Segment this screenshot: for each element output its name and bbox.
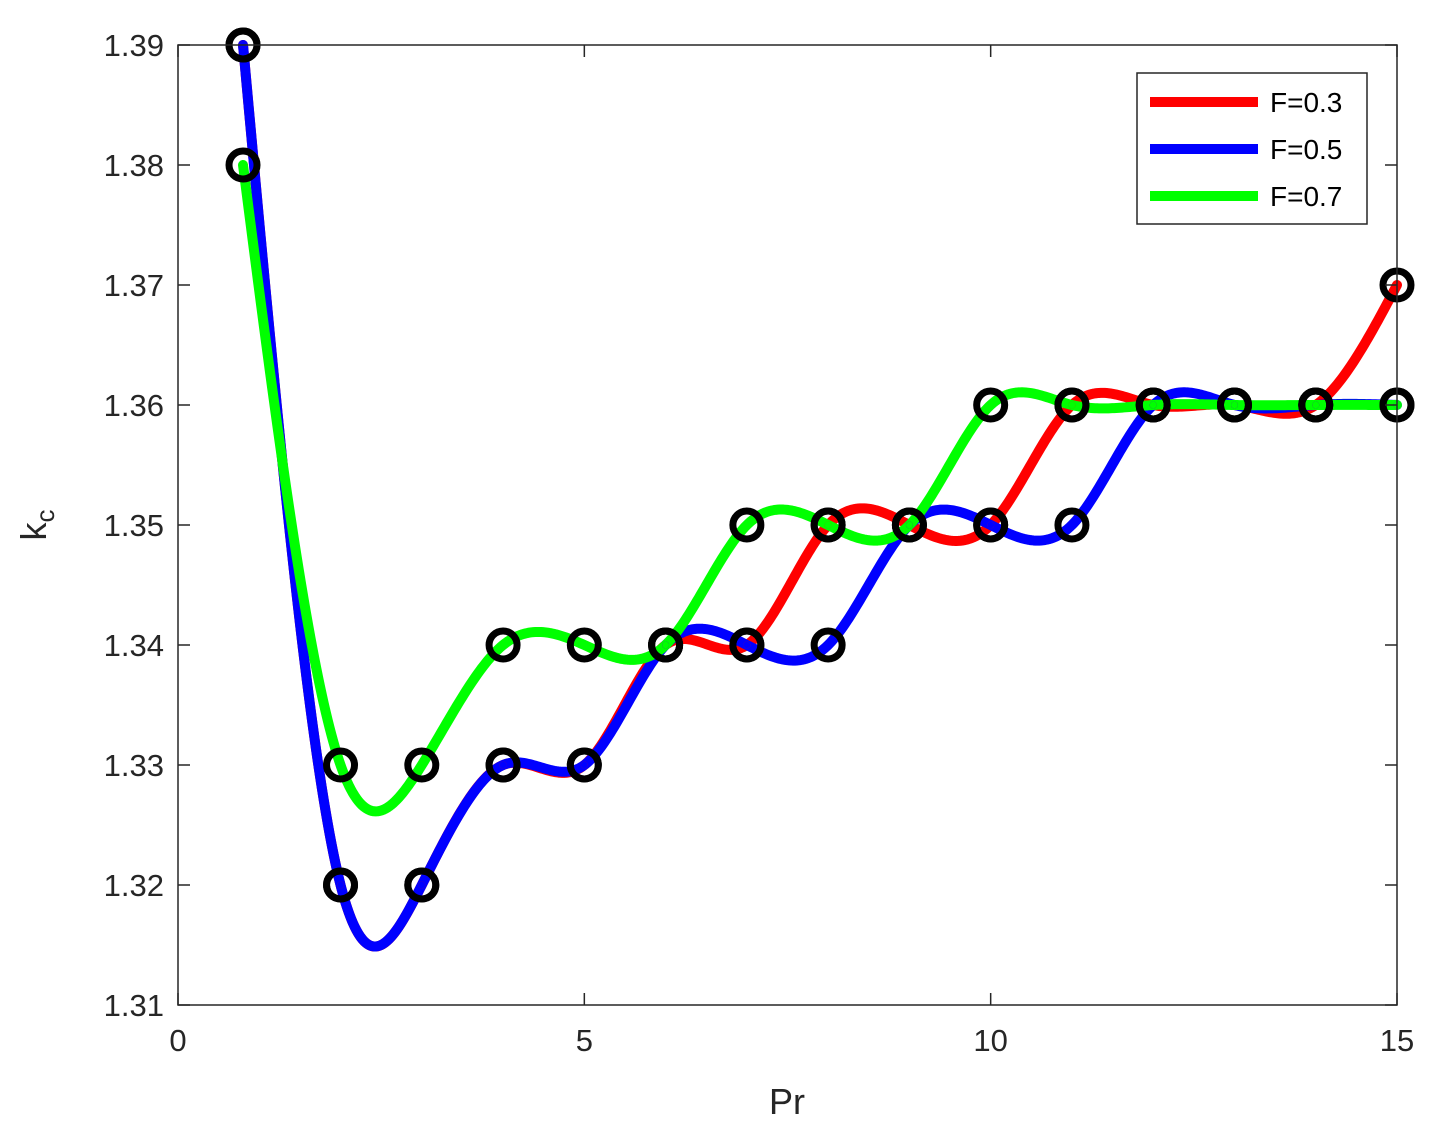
y-tick-label: 1.38	[104, 148, 164, 183]
data-point-marker	[891, 507, 927, 543]
y-tick-label: 1.39	[104, 28, 164, 63]
y-tick-label: 1.35	[104, 508, 164, 543]
data-point-center	[418, 761, 426, 769]
data-point-marker	[1054, 507, 1090, 543]
data-point-center	[662, 641, 670, 649]
series-line-3	[238, 160, 1402, 817]
data-point-center	[743, 521, 751, 529]
data-point-center	[418, 881, 426, 889]
data-point-marker	[1054, 387, 1090, 423]
data-point-marker	[404, 867, 440, 903]
y-tick-label: 1.37	[104, 268, 164, 303]
y-tick-label: 1.32	[104, 868, 164, 903]
x-axis-title: Pr	[769, 1081, 805, 1122]
data-point-marker	[1298, 387, 1334, 423]
data-point-center	[580, 761, 588, 769]
data-point-marker	[729, 627, 765, 663]
y-tick-label: 1.33	[104, 748, 164, 783]
y-axis-title-main: k	[13, 522, 54, 541]
y-tick-label: 1.34	[104, 628, 164, 663]
data-point-marker	[729, 507, 765, 543]
data-point-center	[824, 641, 832, 649]
data-point-center	[987, 401, 995, 409]
data-point-center	[1312, 401, 1320, 409]
tick-label-layer: 0 5 10 15 1.31 1.32 1.33 1.34 1.35 1.36 1.37 1.38 1.…	[104, 28, 1415, 1058]
data-point-marker	[323, 867, 359, 903]
x-tick-label: 5	[576, 1023, 593, 1058]
data-point-marker	[648, 627, 684, 663]
data-point-marker	[973, 507, 1009, 543]
data-point-marker	[566, 747, 602, 783]
data-point-marker	[323, 747, 359, 783]
data-point-marker	[485, 747, 521, 783]
data-point-marker	[225, 147, 261, 183]
data-point-marker	[810, 507, 846, 543]
x-tick-label: 10	[973, 1023, 1007, 1058]
x-tick-label: 15	[1380, 1023, 1414, 1058]
legend: F=0.3 F=0.5 F=0.7	[1136, 72, 1368, 225]
data-point-marker	[566, 627, 602, 663]
data-point-marker	[485, 627, 521, 663]
y-tick-label: 1.31	[104, 988, 164, 1023]
y-axis-title: kc	[13, 510, 60, 541]
data-point-marker	[1216, 387, 1252, 423]
data-point-marker	[404, 747, 440, 783]
data-point-center	[499, 641, 507, 649]
marker-layer	[225, 27, 1415, 903]
y-axis-title-subscript: c	[30, 510, 60, 523]
data-point-center	[1068, 521, 1076, 529]
data-point-center	[905, 521, 913, 529]
data-point-center	[987, 521, 995, 529]
legend-label-1: F=0.3	[1270, 87, 1342, 118]
data-point-center	[824, 521, 832, 529]
data-point-marker	[1135, 387, 1171, 423]
data-point-center	[337, 881, 345, 889]
data-point-center	[580, 641, 588, 649]
legend-label-2: F=0.5	[1270, 134, 1342, 165]
data-point-marker	[973, 387, 1009, 423]
tick-layer	[177, 44, 1398, 1006]
data-point-center	[743, 641, 751, 649]
legend-label-3: F=0.7	[1270, 181, 1342, 212]
data-point-center	[239, 161, 247, 169]
data-point-center	[499, 761, 507, 769]
data-point-center	[337, 761, 345, 769]
x-tick-label: 0	[169, 1023, 186, 1058]
y-tick-label: 1.36	[104, 388, 164, 423]
data-point-center	[1230, 401, 1238, 409]
data-point-center	[1149, 401, 1157, 409]
data-point-marker	[810, 627, 846, 663]
data-point-center	[1068, 401, 1076, 409]
